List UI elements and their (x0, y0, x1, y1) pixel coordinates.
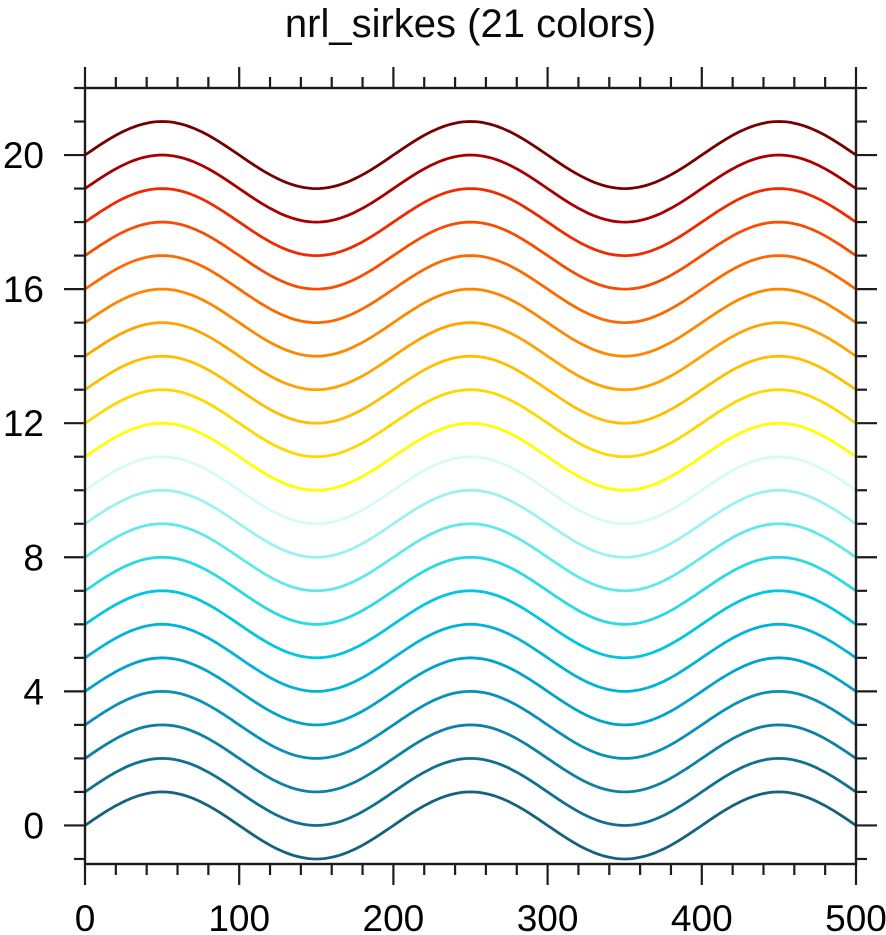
x-tick-label: 300 (517, 898, 579, 935)
x-tick-label: 400 (671, 898, 733, 935)
x-tick-label: 0 (75, 898, 96, 935)
sine-curve-19 (83, 153, 858, 224)
y-tick-label: 12 (3, 403, 44, 444)
sine-curve-10 (83, 455, 858, 526)
sine-curve-4 (83, 656, 858, 727)
x-tick-label: 200 (363, 898, 425, 935)
x-tick-label: 500 (825, 898, 886, 935)
y-tick-label: 4 (23, 671, 44, 712)
sine-curve-12 (83, 388, 858, 459)
sine-curve-1 (83, 757, 858, 827)
sine-curve-14 (83, 321, 858, 392)
sine-curve-8 (83, 522, 858, 593)
sine-curve-11 (83, 421, 858, 492)
sine-curve-0 (83, 790, 858, 861)
sine-curve-9 (83, 488, 858, 559)
x-tick-label: 100 (208, 898, 270, 935)
chart-title: nrl_sirkes (21 colors) (284, 2, 657, 46)
sine-curve-3 (83, 690, 858, 760)
sine-curve-17 (83, 220, 858, 291)
sine-curve-5 (83, 622, 858, 693)
sine-curve-16 (83, 254, 858, 324)
sine-curve-6 (83, 589, 858, 660)
y-tick-label: 0 (23, 805, 44, 846)
y-tick-label: 20 (3, 135, 44, 176)
sine-curve-13 (83, 354, 858, 425)
sine-curve-7 (83, 555, 858, 626)
axis-frame (83, 86, 858, 866)
sine-curve-15 (83, 287, 858, 358)
y-tick-label: 16 (3, 269, 44, 310)
sine-curve-18 (83, 187, 858, 257)
sine-curve-20 (83, 120, 858, 190)
y-tick-label: 8 (23, 537, 44, 578)
sine-curve-2 (83, 723, 858, 794)
